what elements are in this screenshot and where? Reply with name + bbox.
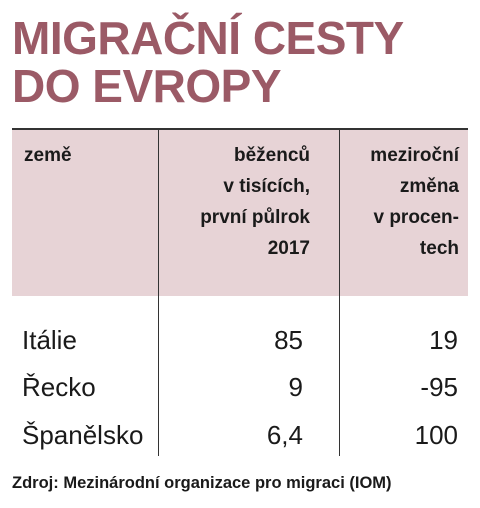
cell-country: Řecko [22, 372, 96, 402]
header-change-line: meziroční [370, 145, 459, 166]
header-refugees: běženců v tisících, první půlrok 2017 [160, 140, 310, 264]
header-refugees-line: 2017 [267, 238, 310, 259]
header-refugees-line: první půlrok [200, 207, 310, 228]
header-country-label: země [24, 145, 72, 166]
cell-change: 100 [414, 420, 458, 450]
header-change-line: v procen- [373, 207, 459, 228]
table-row: Španělsko 6,4 100 [12, 411, 468, 459]
cell-country: Španělsko [22, 420, 144, 450]
header-refugees-line: běženců [233, 145, 310, 166]
title-line-1: MIGRAČNÍ CESTY [12, 12, 404, 64]
table-header-background [12, 128, 468, 296]
cell-refugees: 85 [274, 325, 303, 355]
migration-table: země běženců v tisících, první půlrok 20… [12, 128, 468, 456]
source-note: Zdroj: Mezinárodní organizace pro migrac… [12, 474, 392, 492]
title-line-2: DO EVROPY [12, 60, 282, 112]
column-divider-2 [339, 128, 340, 456]
column-divider-1 [158, 128, 159, 456]
table-top-rule [12, 128, 468, 130]
cell-change: -95 [420, 372, 458, 402]
header-change-line: tech [419, 238, 459, 259]
header-country: země [24, 140, 154, 171]
header-change-line: změna [399, 176, 459, 197]
cell-change: 19 [429, 325, 458, 355]
table-row: Itálie 85 19 [12, 316, 468, 364]
header-yoy-change: meziroční změna v procen- tech [341, 140, 459, 264]
cell-refugees: 9 [288, 372, 303, 402]
page-title: MIGRAČNÍ CESTY DO EVROPY [12, 14, 472, 110]
table-row: Řecko 9 -95 [12, 363, 468, 411]
header-refugees-line: v tisících, [223, 176, 310, 197]
cell-refugees: 6,4 [266, 420, 303, 450]
cell-country: Itálie [22, 325, 77, 355]
